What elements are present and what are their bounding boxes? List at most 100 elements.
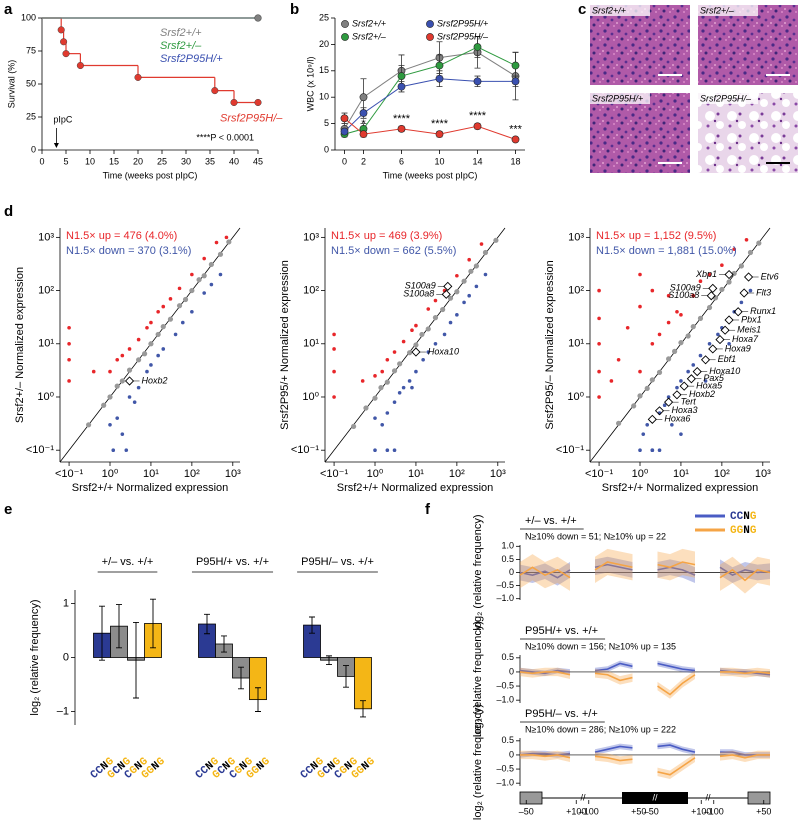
y-tick-label: –1.0 <box>496 778 514 788</box>
image-label: Srsf2P95H/– <box>700 93 752 103</box>
gene-point <box>440 306 446 313</box>
gene-label: Hoxa5 <box>696 381 723 391</box>
gene-point <box>425 326 431 332</box>
legend-label: Srsf2P95H/+ <box>160 53 223 65</box>
gene-point <box>107 394 113 400</box>
gene-point <box>467 257 471 262</box>
error-bar <box>133 621 139 699</box>
count-annotation: N1.5× up = 469 (3.9%) <box>331 230 442 242</box>
y-tick-label: 10² <box>568 284 584 296</box>
gene-point <box>666 356 672 362</box>
gene-point <box>168 297 173 301</box>
y-tick-label: –0.5 <box>496 680 514 690</box>
gene-point <box>666 320 671 325</box>
gene-label: Hoxa7 <box>732 334 759 344</box>
y-axis-label: Srsf2+/– Normalized expression <box>14 267 26 423</box>
gene-label: S100a9 <box>670 283 701 293</box>
gene-point <box>124 448 129 452</box>
label-backdrop <box>698 93 758 104</box>
exon <box>747 791 771 805</box>
gene-point <box>631 403 637 409</box>
gene-point <box>747 249 754 256</box>
gene-point <box>697 315 704 321</box>
image-label: Srsf2+/– <box>700 5 735 15</box>
gene-point <box>360 379 365 383</box>
panel-label: f <box>425 501 431 518</box>
gene-point <box>67 357 71 362</box>
data-point <box>397 72 406 80</box>
legend-label: Srsf2P95H/– <box>220 112 283 124</box>
count-annotation: N1.5× up = 476 (4.0%) <box>66 230 177 242</box>
series-line <box>519 671 771 696</box>
gene-point <box>482 249 489 256</box>
error-bar <box>99 605 105 661</box>
x-tick-label: 10⁰ <box>367 468 384 480</box>
x-tick-label: 40 <box>229 156 239 166</box>
panel-label: e <box>4 501 12 518</box>
gene-point <box>127 347 132 351</box>
gene-point <box>679 313 683 317</box>
error-bar <box>255 687 261 712</box>
gene-label: S100a9 <box>405 281 436 291</box>
break-mark: // <box>580 792 586 802</box>
gene-point <box>177 286 182 291</box>
gene-point <box>685 333 691 339</box>
gene-point <box>719 286 725 293</box>
gene-point <box>182 296 189 303</box>
gene-point <box>467 293 471 298</box>
gene-point <box>156 353 160 358</box>
gene-label: Tert <box>681 397 697 407</box>
y-tick-label: 25 <box>26 111 36 121</box>
gene-point <box>638 448 642 452</box>
gene-marker <box>672 390 682 400</box>
gene-point <box>385 448 390 452</box>
gene-point <box>410 328 414 333</box>
x-tick-label: 10¹ <box>408 468 424 480</box>
series-line <box>344 117 516 140</box>
gene-label: Xbp1 <box>695 269 717 279</box>
gene-point <box>167 316 174 322</box>
gene-point <box>691 363 696 367</box>
gene-label: Hoxa10 <box>428 346 459 356</box>
gene-model: // // // <box>519 791 771 805</box>
gene-point <box>108 369 112 374</box>
series-line <box>344 78 516 132</box>
x-axis-label: Time (weeks post pIpC) <box>103 170 198 180</box>
y-tick-label: 0 <box>509 567 514 577</box>
gene-point <box>180 320 185 325</box>
gene-point <box>698 279 703 284</box>
x-tick-label: 10² <box>714 468 730 480</box>
gene-point <box>226 239 232 245</box>
error-bar <box>326 655 332 665</box>
gene-point <box>433 298 438 303</box>
gene-label: Meis1 <box>737 325 761 335</box>
gene-point <box>483 272 488 277</box>
legend-marker <box>426 33 434 41</box>
gene-point <box>657 332 662 337</box>
data-point <box>511 61 520 70</box>
gene-point <box>101 402 107 408</box>
count-annotation: N1.5× down = 370 (3.1%) <box>66 245 191 257</box>
gene-point <box>426 307 431 311</box>
label-backdrop <box>590 5 650 16</box>
gene-point <box>372 395 378 401</box>
gene-point <box>474 284 479 289</box>
x-axis-label: Srsf2+/+ Normalized expression <box>72 482 229 494</box>
x-axis-label: Srsf2+/+ Normalized expression <box>602 482 759 494</box>
x-tick-label: 45 <box>253 156 263 166</box>
gene-point <box>645 423 650 427</box>
gene-point <box>732 247 736 251</box>
gene-marker <box>679 381 689 391</box>
gene-label: Flt3 <box>756 287 771 297</box>
series-line <box>344 51 516 130</box>
data-point <box>511 135 520 144</box>
gene-point <box>638 272 642 277</box>
y-tick-label: 0 <box>509 666 514 676</box>
gene-point <box>202 256 206 261</box>
x-tick-label: 10¹ <box>673 468 689 480</box>
gene-point <box>625 325 630 330</box>
event-marker <box>76 61 84 70</box>
panel-title: +/– vs. +/+ <box>525 515 577 527</box>
gene-label: Hoxa9 <box>725 343 751 353</box>
y-tick-label: 10⁰ <box>302 391 319 403</box>
